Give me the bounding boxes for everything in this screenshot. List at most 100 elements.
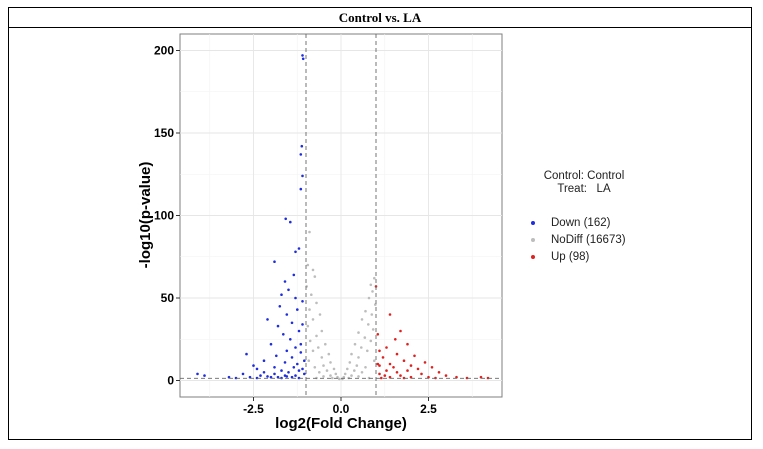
data-point [308,308,311,311]
data-point [294,346,297,349]
data-point [395,352,399,356]
legend-down-dot-icon [531,220,535,225]
data-point [308,339,312,343]
data-point [300,144,304,148]
data-point [388,362,392,366]
data-point [292,366,296,369]
data-point [311,318,315,321]
data-point [266,375,269,378]
data-point [325,369,329,372]
data-point [394,338,397,341]
data-point [301,367,304,371]
data-point [402,359,406,363]
legend-nodiff-dot-icon [531,237,535,242]
data-point [444,374,448,377]
chart-title: Control vs. LA [9,8,751,28]
data-point [301,57,305,61]
legend-item-nodiff: NoDiff (16673) [524,231,644,248]
data-point [308,230,311,234]
data-point [357,356,360,359]
data-point [299,342,303,346]
series-up [374,285,490,380]
data-point [290,356,294,359]
data-point [313,275,317,278]
data-point [317,346,320,349]
axis-ticks: -2.5 0.0 2.5 0 50 100 150 200 [154,44,437,417]
data-point [297,369,301,372]
data-point [292,273,296,277]
data-point [409,364,413,367]
threshold-lines [180,34,502,397]
data-point [287,288,290,292]
y-tick-label: 50 [161,291,175,305]
data-point [364,366,367,369]
data-point [241,372,245,376]
data-point [285,349,289,353]
legend-item-down: Down (162) [524,214,644,231]
grid-lines [180,34,502,397]
data-point [413,354,416,358]
legend-down-label: Down (162) [551,216,611,229]
y-tick-label: 0 [167,374,174,388]
data-point [301,323,304,326]
data-point [367,323,370,326]
data-point [313,366,317,369]
data-point [357,375,360,378]
y-tick-label: 200 [154,44,174,58]
data-point [406,369,409,372]
data-point [324,342,327,346]
data-point [332,367,336,371]
data-point [296,308,299,311]
data-point [355,364,359,367]
data-point [280,369,283,372]
legend-up-dot-icon [531,254,535,259]
data-point [294,374,297,377]
data-point [269,342,273,346]
data-point [367,296,371,300]
data-point [290,375,294,379]
legend: Control: Control Treat: LA Down (162) No… [524,170,644,265]
data-point [329,361,332,364]
data-point [378,349,381,353]
data-point [301,174,304,178]
data-point [416,367,420,371]
legend-up-label: Up (98) [551,250,590,263]
data-point [273,366,276,369]
legend-item-up: Up (98) [524,248,644,265]
data-point [348,361,352,364]
data-point [284,217,288,221]
data-point [299,351,303,354]
data-point [437,371,441,374]
data-point [343,372,347,376]
data-point [363,336,367,339]
data-point [287,371,290,374]
x-tick-label: 0.0 [333,402,350,416]
data-point [420,372,423,376]
data-point [318,313,322,316]
data-point [297,247,301,250]
data-point [357,331,360,334]
data-point [350,352,353,356]
data-point [315,334,318,338]
data-point [371,290,374,293]
data-point [266,318,269,321]
data-point [327,352,331,356]
data-point [252,364,255,367]
data-point [373,359,376,363]
data-point [320,356,324,359]
data-point [276,324,280,328]
data-point [289,338,292,341]
y-tick-label: 150 [154,126,174,140]
data-point [378,372,381,376]
data-point [297,329,301,333]
legend-control-line: Control: Control [543,170,625,182]
data-point [383,374,387,377]
data-point [262,359,266,363]
data-point [276,375,280,379]
data-point [369,283,373,287]
data-point [378,364,381,367]
data-point [423,361,427,364]
data-point [301,300,304,303]
data-point [376,362,380,366]
data-point [299,153,303,156]
